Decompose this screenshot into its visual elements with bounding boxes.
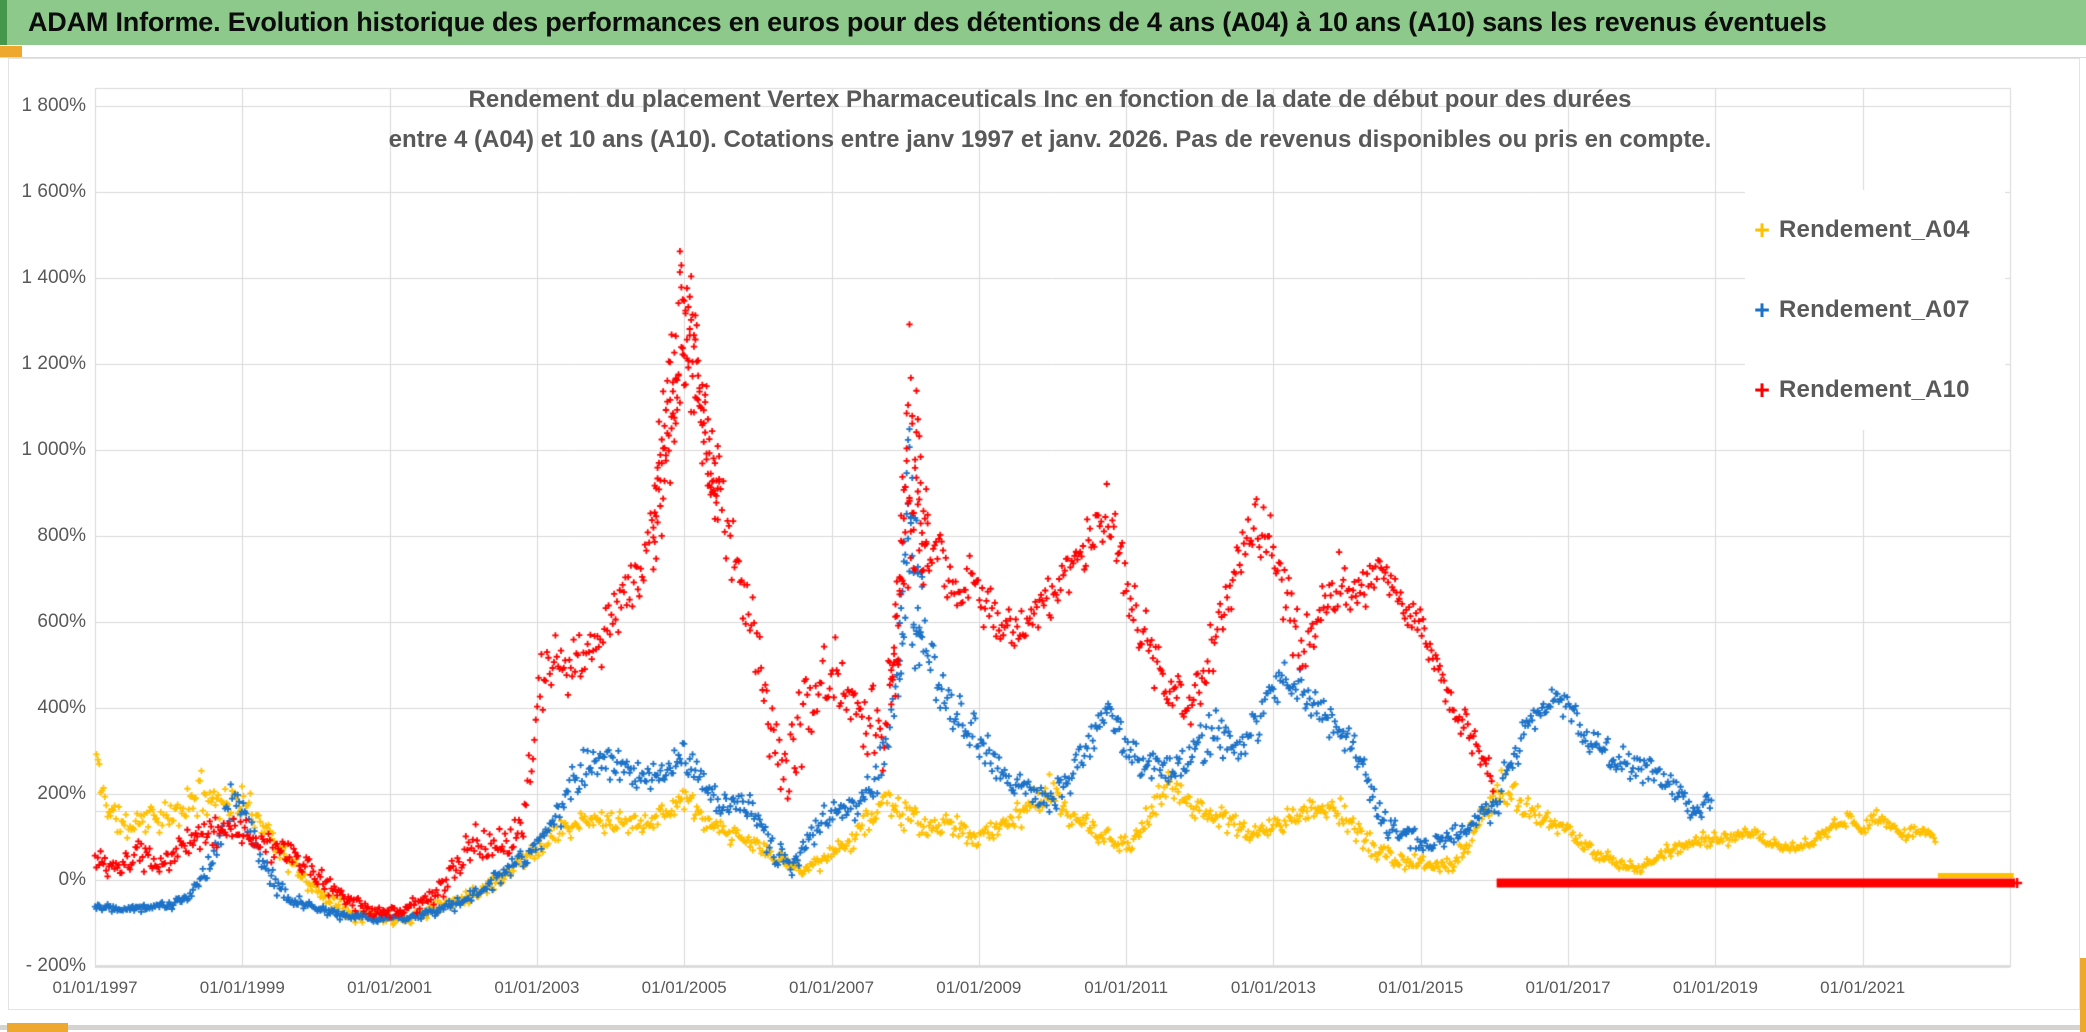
x-axis-tick-label: 01/01/2001 [347, 978, 433, 997]
y-axis-tick-label: 0% [58, 869, 86, 890]
x-axis-tick-label: 01/01/2009 [936, 978, 1022, 997]
y-axis-tick-label: 200% [37, 783, 86, 804]
legend-item-a07[interactable]: + Rendement_A07 [1745, 270, 2005, 350]
legend-label: Rendement_A10 [1779, 376, 1970, 403]
gold-accent-top-left [0, 46, 22, 57]
x-axis-tick-label: 01/01/2003 [494, 978, 580, 997]
y-axis-tick-label: 1 200% [21, 353, 86, 374]
x-axis-tick-label: 01/01/2015 [1378, 978, 1464, 997]
chart-title-line1: Rendement du placement Vertex Pharmaceut… [468, 86, 1632, 113]
y-axis-tick-label: 1 000% [21, 439, 86, 460]
legend-item-a04[interactable]: + Rendement_A04 [1745, 190, 2005, 270]
y-axis-tick-label: - 200% [25, 955, 86, 976]
header-left-accent [0, 0, 7, 45]
x-axis-tick-label: 01/01/2021 [1820, 978, 1906, 997]
app-header-title: ADAM Informe. Evolution historique des p… [28, 7, 1827, 37]
y-axis-tick-label: 400% [37, 697, 86, 718]
x-axis-tick-label: 01/01/2019 [1672, 978, 1758, 997]
y-axis-tick-label: 1 600% [21, 181, 86, 202]
chart-title: Rendement du placement Vertex Pharmaceut… [300, 80, 1800, 160]
y-axis-tick-label: 800% [37, 525, 86, 546]
app-header: ADAM Informe. Evolution historique des p… [0, 0, 2086, 45]
x-axis-tick-label: 01/01/2007 [788, 978, 875, 997]
gold-accent-right-edge [2080, 958, 2086, 1032]
legend-label: Rendement_A07 [1779, 296, 1970, 323]
plus-marker-icon: + [1754, 294, 1770, 325]
x-axis-tick-label: 01/01/2005 [641, 978, 727, 997]
legend-item-a10[interactable]: + Rendement_A10 [1745, 350, 2005, 430]
chart-title-line2: entre 4 (A04) et 10 ans (A10). Cotations… [388, 126, 1712, 153]
gold-accent-bottom-left [7, 1023, 68, 1032]
x-axis-tick-label: 01/01/2011 [1084, 978, 1169, 997]
y-axis-tick-label: 1 400% [21, 267, 86, 288]
x-axis-tick-label: 01/01/1999 [199, 978, 285, 997]
bottom-scroll-strip[interactable] [0, 1025, 2086, 1030]
header-underline [0, 57, 2086, 58]
x-axis-tick-label: 01/01/2017 [1525, 978, 1611, 997]
y-axis-tick-label: 1 800% [21, 95, 86, 116]
plus-marker-icon: + [1754, 374, 1770, 405]
x-axis-tick-label: 01/01/1997 [52, 978, 138, 997]
x-axis-tick-label: 01/01/2013 [1230, 978, 1316, 997]
y-axis-tick-label: 600% [37, 611, 86, 632]
chart-legend: + Rendement_A04 + Rendement_A07 + Rendem… [1745, 190, 2005, 430]
legend-label: Rendement_A04 [1779, 216, 1970, 243]
plus-marker-icon: + [1754, 214, 1770, 245]
